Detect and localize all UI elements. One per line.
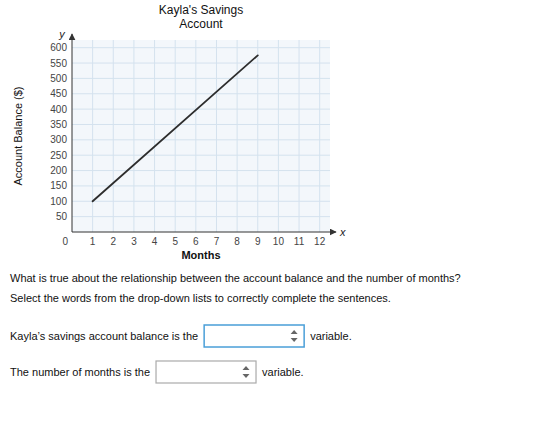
grid-line-x — [216, 40, 217, 232]
y-tick-label: 100 — [50, 196, 67, 207]
dropdown[interactable] — [204, 325, 304, 347]
series-group — [93, 55, 258, 201]
grid-line-y — [72, 124, 330, 125]
sentence-text: The number of months is the — [10, 366, 150, 378]
dropdown-arrow-up — [243, 366, 250, 370]
y-tick-label: 250 — [50, 150, 67, 161]
grid-line-y — [72, 93, 330, 94]
line — [93, 55, 258, 201]
grid-line-x — [175, 40, 176, 232]
x-tick-label: 11 — [294, 236, 305, 247]
x-axis-letter: x — [339, 226, 346, 238]
plot-area — [72, 40, 330, 232]
sentence-text: variable. — [310, 330, 352, 342]
grid-line-x — [154, 40, 155, 232]
y-tick-label: 550 — [50, 58, 67, 69]
grid-line-x — [195, 40, 196, 232]
x-tick-label: 9 — [255, 236, 261, 247]
instruction-text: Select the words from the drop-down list… — [10, 292, 391, 304]
grid-line-y — [72, 109, 330, 110]
y-tick-label: 400 — [50, 104, 67, 115]
grid-line-x — [113, 40, 114, 232]
grid-line-y — [72, 216, 330, 217]
x-tick-label: 6 — [193, 236, 199, 247]
x-tick-label: 3 — [131, 236, 137, 247]
x-tick-label: 2 — [110, 236, 116, 247]
y-tick-label: 200 — [50, 165, 67, 176]
grid-line-x — [257, 40, 258, 232]
grid-line-x — [299, 40, 300, 232]
sentence-text: variable. — [262, 366, 304, 378]
y-tick-label: 50 — [56, 211, 68, 222]
x-tick-label: 4 — [152, 236, 158, 247]
y-tick-label: 150 — [50, 180, 67, 191]
y-tick-label: 600 — [50, 42, 67, 53]
grid-line-y — [72, 201, 330, 202]
dropdown[interactable] — [156, 361, 256, 383]
y-tick-label: 350 — [50, 119, 67, 130]
x-tick-label: 7 — [214, 236, 220, 247]
x-axis-label: Months — [181, 249, 220, 261]
grid — [72, 40, 330, 232]
x-tick-label: 12 — [314, 236, 326, 247]
dropdown-box[interactable] — [156, 361, 256, 383]
dropdown-arrow-up — [291, 330, 298, 334]
dropdown-arrow-down — [291, 338, 298, 342]
y-axis-letter: y — [58, 28, 66, 40]
grid-line-y — [72, 170, 330, 171]
grid-line-x — [278, 40, 279, 232]
y-axis-label: Account Balance ($) — [12, 86, 24, 185]
grid-line-y — [72, 78, 330, 79]
y-tick-label: 500 — [50, 73, 67, 84]
grid-line-x — [92, 40, 93, 232]
x-tick-label: 10 — [273, 236, 285, 247]
grid-line-y — [72, 155, 330, 156]
x-tick-label: 8 — [234, 236, 240, 247]
x-axis — [72, 232, 336, 233]
x-tick-label: 1 — [90, 236, 96, 247]
page: 1234567891011125010015020025030035040045… — [0, 0, 549, 429]
title: Kayla's SavingsAccount — [159, 3, 243, 31]
dropdown-arrow-down — [243, 374, 250, 378]
y-axis — [72, 34, 73, 232]
question-text: What is true about the relationship betw… — [10, 272, 461, 284]
grid-line-x — [133, 40, 134, 232]
y-tick-label: 450 — [50, 88, 67, 99]
grid-line-y — [72, 47, 330, 48]
grid-line-x — [237, 40, 238, 232]
grid-line-y — [72, 63, 330, 64]
grid-line-x — [319, 40, 320, 232]
origin-label: 0 — [62, 236, 68, 247]
sentence-text: Kayla’s savings account balance is the — [10, 330, 198, 342]
x-tick-label: 5 — [172, 236, 178, 247]
y-tick-label: 300 — [50, 134, 67, 145]
dropdown-box[interactable] — [204, 325, 304, 347]
grid-line-y — [72, 139, 330, 140]
